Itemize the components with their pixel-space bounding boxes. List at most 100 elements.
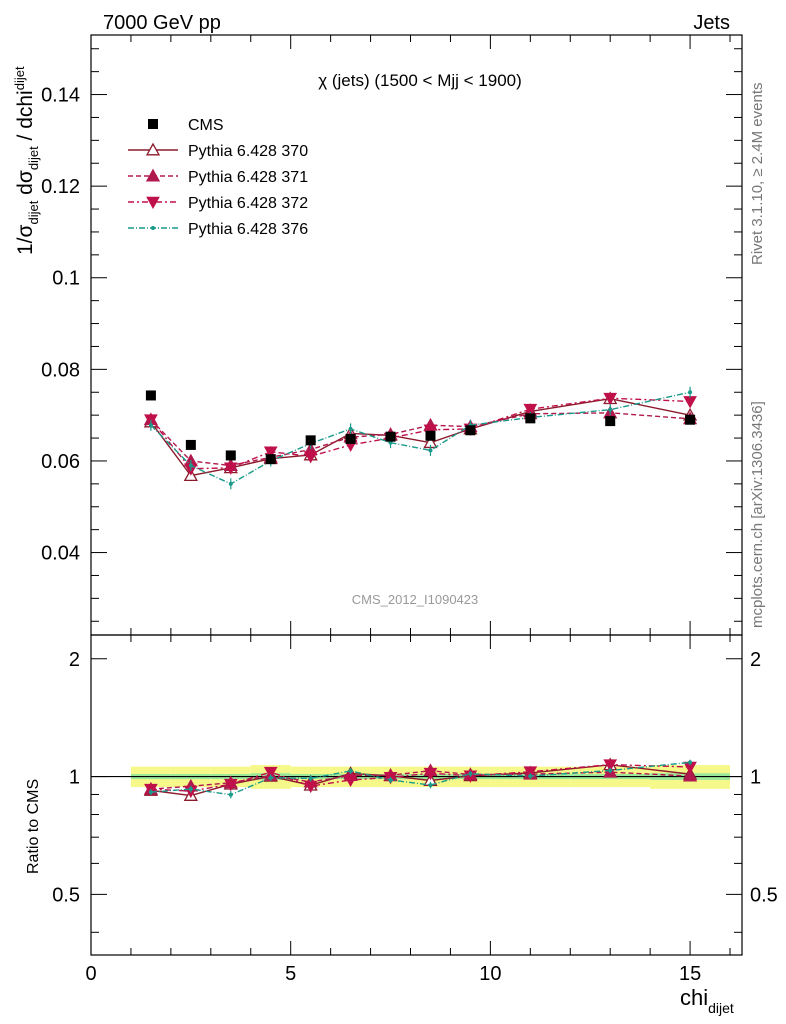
legend-entry: Pythia 6.428 371 bbox=[128, 168, 308, 186]
ratio-line bbox=[150, 764, 691, 797]
marker-triangle-down bbox=[523, 766, 538, 779]
legend-entry: Pythia 6.428 376 bbox=[128, 221, 308, 238]
marker-triangle-down bbox=[303, 451, 318, 464]
marker-triangle-down bbox=[263, 766, 278, 780]
marker-square bbox=[465, 425, 476, 436]
marker-dot bbox=[148, 423, 153, 428]
marker-dot bbox=[528, 774, 533, 779]
marker-triangle-down bbox=[223, 462, 238, 475]
marker-dot bbox=[151, 226, 155, 230]
legend-entry: CMS bbox=[148, 117, 224, 134]
plot-frames bbox=[90, 34, 743, 956]
marker-triangle-down bbox=[683, 396, 697, 409]
series-line bbox=[150, 397, 691, 477]
x-axis-label: chidijet bbox=[680, 985, 734, 1016]
legend-entry: Pythia 6.428 370 bbox=[128, 142, 308, 160]
marker-square bbox=[685, 414, 696, 425]
marker-dot bbox=[428, 448, 433, 453]
marker-square bbox=[225, 450, 236, 461]
ratio-line bbox=[150, 769, 691, 790]
marker-dot bbox=[688, 390, 693, 395]
marker-square bbox=[425, 430, 436, 441]
marker-dot bbox=[188, 463, 193, 468]
y-tick-label: 0.08 bbox=[41, 359, 80, 381]
legend-label: Pythia 6.428 371 bbox=[188, 169, 308, 186]
legend-entry: Pythia 6.428 372 bbox=[128, 195, 308, 212]
marker-triangle-down bbox=[423, 424, 438, 437]
series-line bbox=[150, 391, 691, 485]
ratio-line bbox=[150, 761, 691, 796]
marker-square bbox=[605, 416, 616, 427]
marker-dot bbox=[608, 407, 613, 412]
side-text-bottom: mcplots.cern.ch [arXiv:1306.3436] bbox=[749, 401, 766, 628]
ratio-y-tick-label-right: 2 bbox=[750, 649, 761, 671]
ratio-frame bbox=[90, 634, 743, 956]
marker-triangle-down bbox=[423, 767, 438, 781]
legend: CMS Pythia 6.428 370 Pythia 6.428 371 Pythi… bbox=[128, 117, 308, 238]
marker-triangle-up bbox=[682, 768, 698, 782]
marker-triangle-down bbox=[263, 446, 278, 459]
marker-dot bbox=[348, 426, 353, 431]
y-axis-label: 1/σdijet dσdijet / dchidijet bbox=[12, 66, 41, 255]
x-tick-label: 15 bbox=[679, 963, 701, 985]
legend-label: Pythia 6.428 376 bbox=[188, 221, 308, 238]
series-pythia-6.428-372 bbox=[144, 392, 697, 476]
marker-dot bbox=[308, 776, 313, 781]
chart-title: χ (jets) (1500 < Mjj < 1900) bbox=[318, 71, 522, 90]
marker-triangle-down bbox=[146, 196, 160, 210]
watermark: CMS_2012_I1090423 bbox=[352, 592, 479, 607]
side-text-top: Rivet 3.1.10, ≥ 2.4M events bbox=[749, 83, 766, 266]
series-line bbox=[150, 397, 691, 470]
marker-square bbox=[145, 390, 156, 401]
marker-dot bbox=[388, 777, 393, 782]
ratio-y-tick-label-right: 1 bbox=[750, 767, 761, 789]
legend-label: Pythia 6.428 370 bbox=[188, 143, 308, 160]
x-tick-label: 10 bbox=[479, 963, 501, 985]
legend-label: CMS bbox=[188, 117, 224, 134]
ratio-y-tick-label-right: 0.5 bbox=[750, 884, 778, 906]
marker-square bbox=[148, 119, 158, 129]
marker-triangle-up bbox=[145, 168, 161, 182]
ratio-series-pythia-6.428-376 bbox=[148, 759, 693, 799]
marker-square bbox=[385, 431, 396, 442]
x-tick-label: 0 bbox=[85, 963, 96, 985]
marker-triangle-down bbox=[343, 774, 358, 788]
series-layer bbox=[143, 386, 698, 801]
marker-square bbox=[345, 433, 356, 444]
marker-dot bbox=[468, 771, 473, 776]
x-tick-label: 5 bbox=[285, 963, 296, 985]
marker-triangle-up bbox=[145, 142, 161, 156]
marker-dot bbox=[428, 783, 433, 788]
y-tick-label: 0.04 bbox=[41, 543, 80, 565]
marker-dot bbox=[348, 768, 353, 773]
y-tick-label: 0.06 bbox=[41, 451, 80, 473]
marker-square bbox=[305, 435, 316, 446]
marker-square bbox=[525, 413, 536, 424]
marker-dot bbox=[188, 787, 193, 792]
marker-triangle-down bbox=[603, 392, 618, 406]
marker-dot bbox=[268, 775, 273, 780]
marker-triangle-down bbox=[523, 403, 538, 417]
axis-ticks: 0 5 10 15 0.04 0.06 0.08 0.1 0.12 0.14 0.5 0.5 1 1 2 2 bbox=[41, 35, 778, 985]
ratio-y-tick-label: 2 bbox=[69, 649, 80, 671]
marker-triangle-down bbox=[603, 759, 618, 772]
legend-label: Pythia 6.428 372 bbox=[188, 195, 308, 212]
ratio-y-tick-label: 1 bbox=[69, 767, 80, 789]
header-left: 7000 GeV pp bbox=[103, 12, 221, 34]
marker-dot bbox=[608, 768, 613, 773]
series-cms bbox=[145, 390, 696, 465]
marker-dot bbox=[148, 790, 153, 795]
marker-dot bbox=[688, 760, 693, 765]
y-tick-label: 0.14 bbox=[41, 85, 80, 107]
marker-square bbox=[185, 439, 196, 450]
marker-dot bbox=[228, 792, 233, 797]
marker-triangle-down bbox=[223, 778, 238, 792]
y-tick-label: 0.12 bbox=[41, 176, 80, 198]
header-right: Jets bbox=[693, 12, 730, 34]
ratio-y-tick-label: 0.5 bbox=[52, 884, 80, 906]
y-tick-label: 0.1 bbox=[52, 268, 80, 290]
marker-square bbox=[265, 454, 276, 465]
ratio-line bbox=[150, 763, 691, 792]
ratio-y-axis-label: Ratio to CMS bbox=[25, 779, 42, 874]
